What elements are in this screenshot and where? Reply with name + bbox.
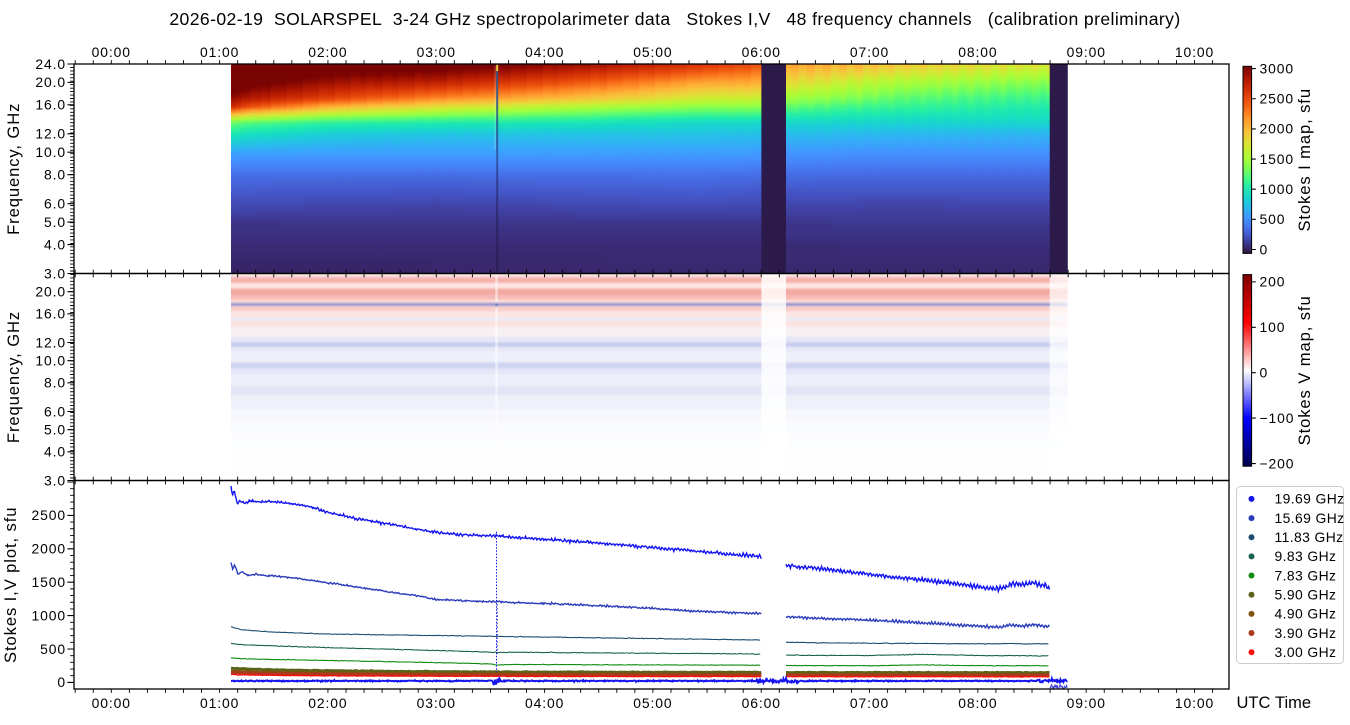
svg-text:06:00: 06:00 (742, 44, 781, 60)
svg-text:2500: 2500 (1260, 91, 1295, 107)
svg-text:07:00: 07:00 (850, 695, 889, 711)
svg-text:0: 0 (1260, 365, 1269, 381)
svg-text:Stokes I map, sfu: Stokes I map, sfu (1295, 88, 1314, 232)
svg-text:08:00: 08:00 (958, 695, 997, 711)
svg-text:5.0: 5.0 (44, 421, 66, 437)
svg-text:8.0: 8.0 (44, 375, 66, 391)
svg-text:19.69 GHz: 19.69 GHz (1275, 491, 1345, 507)
svg-text:04:00: 04:00 (525, 695, 564, 711)
svg-text:−100: −100 (1260, 410, 1295, 426)
svg-text:04:00: 04:00 (525, 44, 564, 60)
svg-text:09:00: 09:00 (1067, 44, 1106, 60)
svg-text:02:00: 02:00 (308, 695, 347, 711)
svg-text:03:00: 03:00 (417, 44, 456, 60)
svg-text:3.00 GHz: 3.00 GHz (1275, 644, 1337, 660)
svg-text:1500: 1500 (31, 574, 66, 590)
svg-text:12.0: 12.0 (35, 334, 66, 350)
svg-text:07:00: 07:00 (850, 44, 889, 60)
svg-text:6.0: 6.0 (44, 403, 66, 419)
svg-text:2000: 2000 (31, 541, 66, 557)
svg-text:00:00: 00:00 (92, 695, 131, 711)
svg-text:3000: 3000 (1260, 60, 1295, 76)
svg-text:05:00: 05:00 (633, 695, 672, 711)
svg-text:16.0: 16.0 (35, 97, 66, 113)
svg-text:06:00: 06:00 (742, 695, 781, 711)
svg-text:5.90 GHz: 5.90 GHz (1275, 587, 1337, 603)
svg-text:0: 0 (57, 674, 66, 690)
svg-text:10.0: 10.0 (35, 352, 66, 368)
svg-text:Stokes V map, sfu: Stokes V map, sfu (1295, 295, 1314, 445)
svg-text:8.0: 8.0 (44, 167, 66, 183)
svg-text:−200: −200 (1260, 455, 1295, 471)
svg-text:10:00: 10:00 (1175, 44, 1214, 60)
svg-text:1000: 1000 (31, 607, 66, 623)
svg-text:09:00: 09:00 (1067, 695, 1106, 711)
svg-text:UTC Time: UTC Time (1237, 694, 1312, 712)
svg-text:Stokes I,V plot, sfu: Stokes I,V plot, sfu (1, 507, 20, 663)
svg-text:1000: 1000 (1260, 181, 1295, 197)
svg-text:6.0: 6.0 (44, 196, 66, 212)
svg-text:10:00: 10:00 (1175, 695, 1214, 711)
svg-text:16.0: 16.0 (35, 306, 66, 322)
svg-text:3.0: 3.0 (44, 472, 66, 488)
svg-text:20.0: 20.0 (35, 283, 66, 299)
svg-text:01:00: 01:00 (200, 695, 239, 711)
svg-text:200: 200 (1260, 274, 1286, 290)
svg-text:12.0: 12.0 (35, 126, 66, 142)
svg-text:3.90 GHz: 3.90 GHz (1275, 625, 1337, 641)
svg-text:05:00: 05:00 (633, 44, 672, 60)
svg-text:01:00: 01:00 (200, 44, 239, 60)
svg-text:1500: 1500 (1260, 151, 1295, 167)
svg-text:24.0: 24.0 (35, 56, 66, 72)
svg-text:08:00: 08:00 (958, 44, 997, 60)
svg-text:4.0: 4.0 (44, 444, 66, 460)
svg-text:100: 100 (1260, 319, 1286, 335)
svg-text:5.0: 5.0 (44, 214, 66, 230)
svg-text:4.90 GHz: 4.90 GHz (1275, 606, 1337, 622)
svg-text:02:00: 02:00 (308, 44, 347, 60)
svg-text:3.0: 3.0 (44, 265, 66, 281)
svg-text:15.69 GHz: 15.69 GHz (1275, 510, 1345, 526)
svg-text:10.0: 10.0 (35, 144, 66, 160)
svg-text:7.83 GHz: 7.83 GHz (1275, 567, 1337, 583)
svg-text:2000: 2000 (1260, 121, 1295, 137)
svg-text:500: 500 (1260, 211, 1286, 227)
svg-text:2026-02-19 SOLARSPEL 3-24 GH: 2026-02-19 SOLARSPEL 3-24 GHz spectropol… (169, 9, 1180, 29)
svg-text:03:00: 03:00 (417, 695, 456, 711)
svg-text:9.83 GHz: 9.83 GHz (1275, 548, 1337, 564)
svg-text:0: 0 (1260, 241, 1269, 257)
svg-text:11.83 GHz: 11.83 GHz (1275, 529, 1344, 545)
svg-text:500: 500 (40, 641, 66, 657)
svg-text:20.0: 20.0 (35, 74, 66, 90)
svg-text:Frequency, GHz: Frequency, GHz (4, 311, 23, 443)
svg-text:4.0: 4.0 (44, 236, 66, 252)
svg-text:00:00: 00:00 (92, 44, 131, 60)
svg-text:2500: 2500 (31, 507, 66, 523)
svg-text:Frequency, GHz: Frequency, GHz (4, 103, 23, 235)
